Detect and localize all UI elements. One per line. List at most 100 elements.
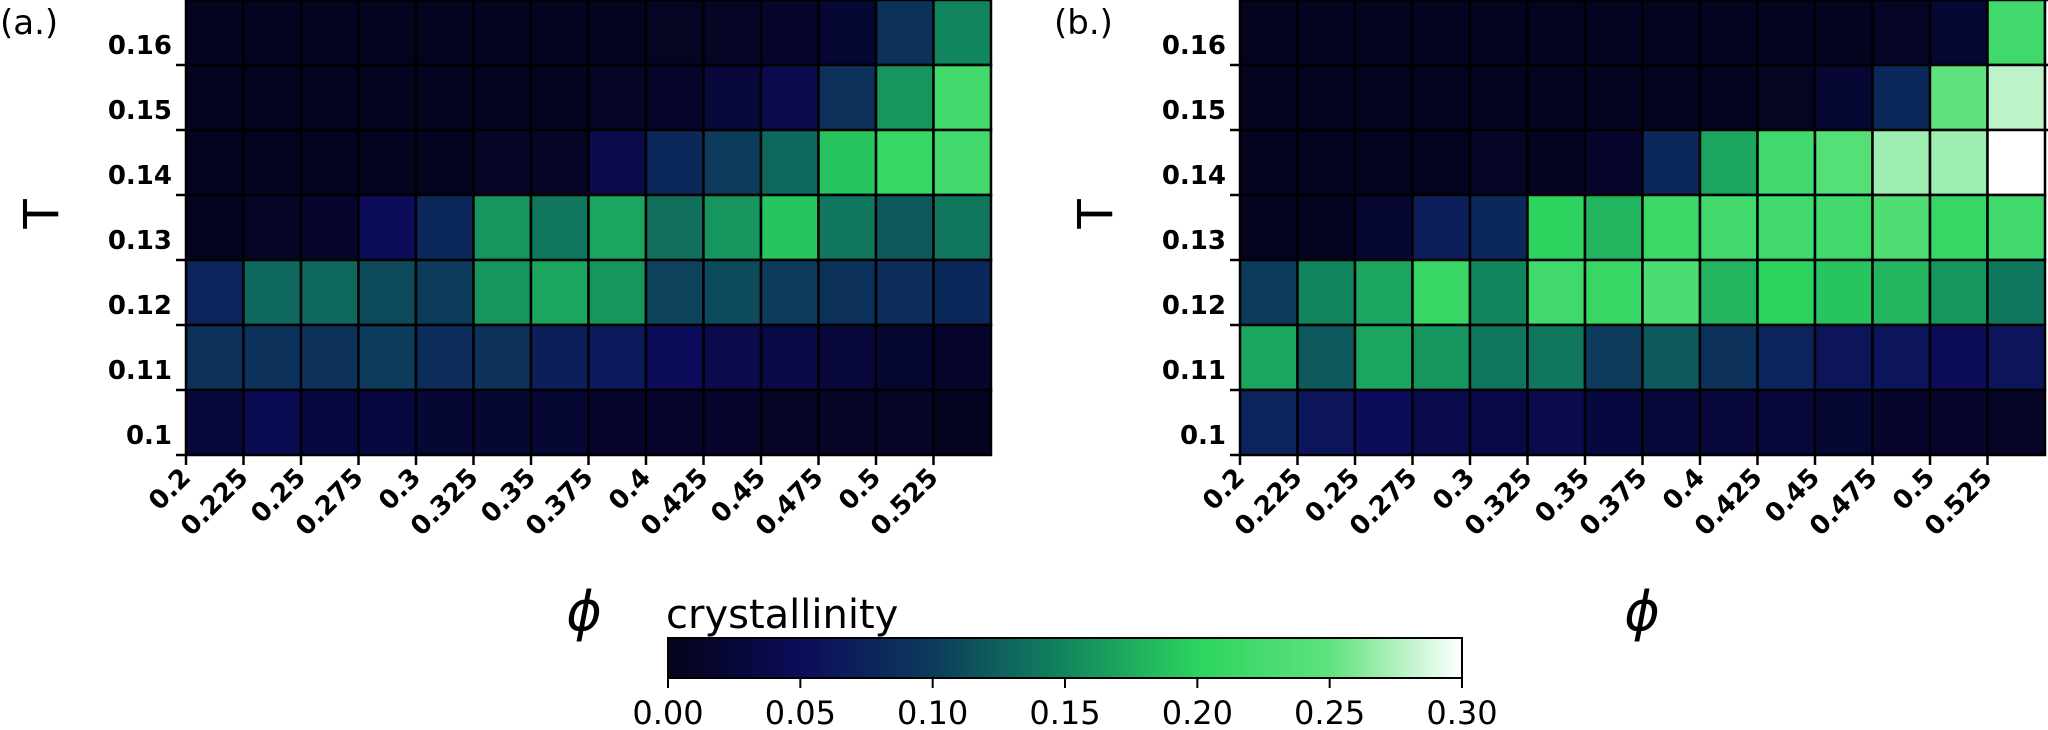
heatmap-cell xyxy=(1986,0,2047,67)
heatmap-cell xyxy=(1928,258,1989,327)
heatmap-cell xyxy=(1641,323,1702,392)
heatmap-cell xyxy=(1871,388,1932,457)
heatmap-cell xyxy=(1871,0,1932,67)
heatmap-cell xyxy=(1641,193,1702,262)
heatmap-cell xyxy=(1641,128,1702,197)
heatmap-cell xyxy=(299,258,360,327)
heatmap-cell xyxy=(2043,0,2048,67)
y-tick-label: 0.1 xyxy=(126,421,172,451)
heatmap-cell xyxy=(1813,193,1874,262)
heatmap-cell xyxy=(702,0,763,67)
heatmap-cell xyxy=(702,323,763,392)
heatmap-cell xyxy=(1526,63,1587,132)
heatmap-cell xyxy=(587,0,648,67)
heatmap-cell xyxy=(184,193,245,262)
heatmap-cell xyxy=(644,388,705,457)
heatmap-cell xyxy=(817,0,878,67)
heatmap-cell xyxy=(1641,388,1702,457)
heatmap-cell xyxy=(529,323,590,392)
panel-a-cells xyxy=(184,0,993,457)
heatmap-cell xyxy=(644,0,705,67)
heatmap-cell xyxy=(759,388,820,457)
heatmap-cell xyxy=(1526,128,1587,197)
heatmap-cell xyxy=(1353,323,1414,392)
colorbar-gradient xyxy=(667,637,1463,679)
heatmap-cell xyxy=(644,193,705,262)
heatmap-cell xyxy=(357,0,418,67)
heatmap-cell xyxy=(1756,388,1817,457)
heatmap-cell xyxy=(529,128,590,197)
heatmap-cell xyxy=(1928,63,1989,132)
heatmap-cell xyxy=(874,323,935,392)
heatmap-cell xyxy=(874,128,935,197)
heatmap-cell xyxy=(587,388,648,457)
heatmap-cell xyxy=(587,258,648,327)
panel-a-x-axis-title: ϕ xyxy=(566,580,602,643)
heatmap-cell xyxy=(1468,323,1529,392)
heatmap-cell xyxy=(472,0,533,67)
colorbar-tick-label: 0.20 xyxy=(1162,694,1233,730)
heatmap-cell xyxy=(529,258,590,327)
heatmap-cell xyxy=(414,323,475,392)
heatmap-cell xyxy=(1296,0,1357,67)
heatmap-cell xyxy=(1871,193,1932,262)
heatmap-cell xyxy=(932,388,993,457)
heatmap-cell xyxy=(1756,128,1817,197)
heatmap-cell xyxy=(299,128,360,197)
heatmap-cell xyxy=(472,193,533,262)
heatmap-cell xyxy=(1813,388,1874,457)
heatmap-cell xyxy=(1813,258,1874,327)
heatmap-cell xyxy=(242,63,303,132)
heatmap-cell xyxy=(1641,63,1702,132)
heatmap-cell xyxy=(1986,258,2047,327)
heatmap-cell xyxy=(1468,388,1529,457)
heatmap-cell xyxy=(299,388,360,457)
heatmap-cell xyxy=(1411,388,1472,457)
y-tick-label: 0.11 xyxy=(1162,356,1226,386)
heatmap-cell xyxy=(1583,193,1644,262)
heatmap-cell xyxy=(587,63,648,132)
colorbar: crystallinity 0.00 0.05 0.10 0.15 0.20 0.25 0.… xyxy=(632,592,1497,730)
heatmap-cell xyxy=(357,323,418,392)
heatmap-cell xyxy=(1986,63,2047,132)
heatmap-cell xyxy=(242,128,303,197)
heatmap-cell xyxy=(759,193,820,262)
heatmap-cell xyxy=(759,128,820,197)
heatmap-cell xyxy=(1871,63,1932,132)
heatmap-cell xyxy=(817,258,878,327)
heatmap-cell xyxy=(702,63,763,132)
heatmap-cell xyxy=(357,63,418,132)
heatmap-cell xyxy=(414,63,475,132)
heatmap-cell xyxy=(932,0,993,67)
heatmap-cell xyxy=(817,128,878,197)
heatmap-cell xyxy=(1698,0,1759,67)
heatmap-cell xyxy=(1698,193,1759,262)
heatmap-panel-b: (b.) 0.16 0.15 0.14 0.13 0.12 0.11 0.1 0.20.22… xyxy=(1054,0,2048,643)
heatmap-cell xyxy=(1238,0,1299,67)
heatmap-cell xyxy=(242,388,303,457)
colorbar-tick-label: 0.00 xyxy=(632,694,703,730)
heatmap-cell xyxy=(1296,323,1357,392)
heatmap-cell xyxy=(1928,128,1989,197)
heatmap-cell xyxy=(932,63,993,132)
heatmap-cell xyxy=(874,0,935,67)
heatmap-cell xyxy=(759,63,820,132)
heatmap-cell xyxy=(1411,63,1472,132)
heatmap-cell xyxy=(1296,388,1357,457)
heatmap-cell xyxy=(2043,63,2048,132)
heatmap-cell xyxy=(1296,193,1357,262)
heatmap-cell xyxy=(1641,258,1702,327)
heatmap-cell xyxy=(759,258,820,327)
heatmap-cell xyxy=(1411,323,1472,392)
heatmap-cell xyxy=(1813,128,1874,197)
heatmap-cell xyxy=(529,193,590,262)
heatmap-cell xyxy=(1353,193,1414,262)
heatmap-cell xyxy=(1583,63,1644,132)
heatmap-cell xyxy=(357,388,418,457)
heatmap-cell xyxy=(472,388,533,457)
heatmap-cell xyxy=(1698,258,1759,327)
heatmap-cell xyxy=(702,193,763,262)
heatmap-cell xyxy=(587,323,648,392)
y-tick-label: 0.15 xyxy=(1162,96,1226,126)
